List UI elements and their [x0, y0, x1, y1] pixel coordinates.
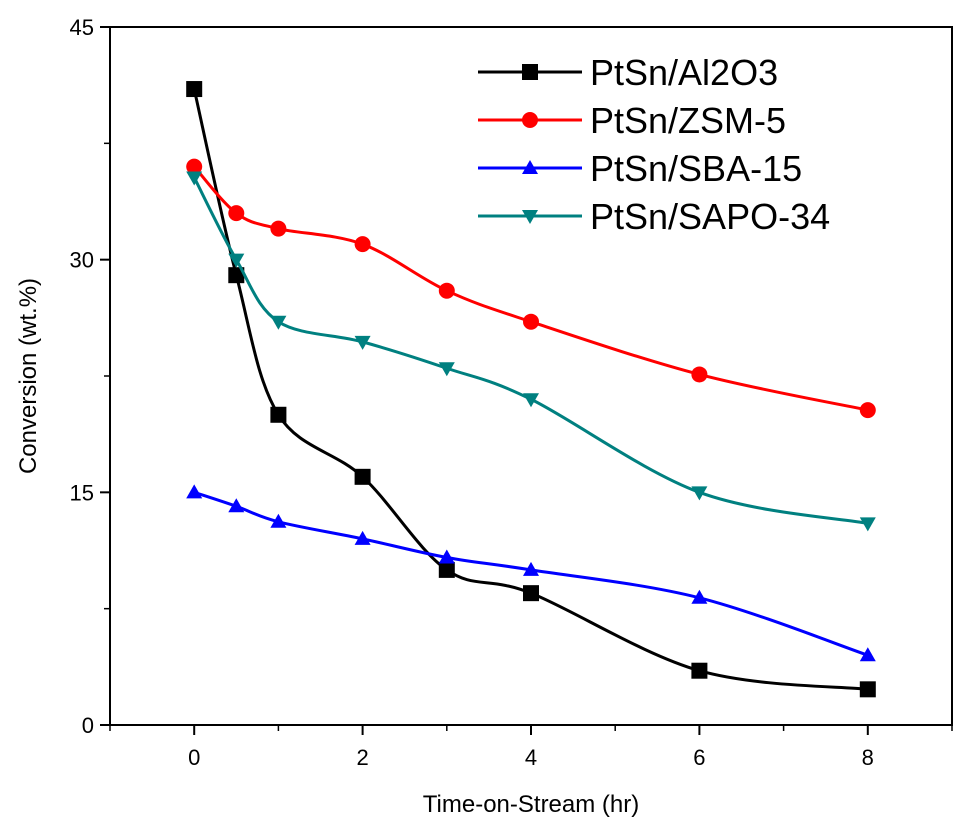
data-point — [523, 393, 539, 408]
data-point — [859, 681, 876, 698]
data-point — [438, 549, 455, 564]
x-tick-label: 0 — [188, 745, 200, 770]
data-point — [270, 220, 287, 237]
data-point — [691, 662, 708, 679]
y-axis-title: Conversion (wt.%) — [15, 278, 42, 474]
data-point — [186, 171, 203, 186]
series-3 — [186, 171, 876, 532]
data-point — [438, 362, 455, 377]
data-point — [354, 236, 371, 253]
data-point — [228, 267, 245, 284]
data-point — [859, 402, 876, 419]
data-point — [859, 517, 876, 532]
legend-marker — [522, 64, 538, 80]
data-point — [270, 406, 287, 423]
legend: PtSn/Al2O3 PtSn/ZSM-5 PtSn/SBA-15 PtSn/SAPO… — [478, 52, 830, 237]
y-tick-label: 45 — [70, 15, 94, 40]
y-tick-label: 0 — [82, 713, 94, 738]
legend-label: PtSn/ZSM-5 — [590, 100, 786, 141]
series-1 — [186, 158, 876, 419]
data-point — [228, 498, 245, 513]
legend-marker — [522, 112, 538, 128]
plot-frame — [109, 26, 953, 726]
legend-marker — [522, 210, 538, 224]
x-tick-label: 6 — [693, 745, 705, 770]
y-tick-label: 30 — [70, 248, 94, 273]
data-point — [228, 253, 245, 268]
data-point — [523, 585, 539, 602]
legend-entry: PtSn/Al2O3 — [478, 52, 778, 93]
data-point — [354, 468, 371, 485]
data-point — [438, 282, 455, 299]
x-axis-title: Time-on-Stream (hr) — [423, 791, 639, 818]
legend-label: PtSn/SAPO-34 — [590, 196, 830, 237]
series-0 — [186, 81, 876, 698]
x-tick-label: 2 — [356, 745, 368, 770]
legend-label: PtSn/SBA-15 — [590, 148, 802, 189]
data-point — [186, 484, 203, 499]
data-point — [523, 313, 539, 330]
data-point — [523, 561, 539, 576]
series-layer — [186, 81, 876, 698]
y-tick-label: 15 — [70, 480, 94, 505]
series-2 — [186, 484, 876, 662]
data-point — [186, 158, 203, 175]
x-tick-label: 8 — [862, 745, 874, 770]
legend-label: PtSn/Al2O3 — [590, 52, 778, 93]
data-point — [228, 205, 245, 222]
data-point — [354, 530, 371, 545]
legend-entry: PtSn/SBA-15 — [478, 148, 802, 189]
axes: 0 2 4 6 8 0 15 30 45 — [70, 15, 953, 770]
data-point — [691, 589, 708, 604]
data-point — [270, 513, 287, 528]
data-point — [354, 335, 371, 350]
data-point — [859, 647, 876, 662]
data-point — [438, 561, 455, 578]
data-point — [691, 486, 708, 501]
legend-marker — [522, 160, 538, 174]
data-point — [691, 366, 708, 383]
x-tick-label: 4 — [525, 745, 537, 770]
legend-entry: PtSn/ZSM-5 — [478, 100, 786, 141]
legend-entry: PtSn/SAPO-34 — [478, 196, 830, 237]
data-point — [270, 315, 287, 330]
data-point — [186, 81, 203, 98]
